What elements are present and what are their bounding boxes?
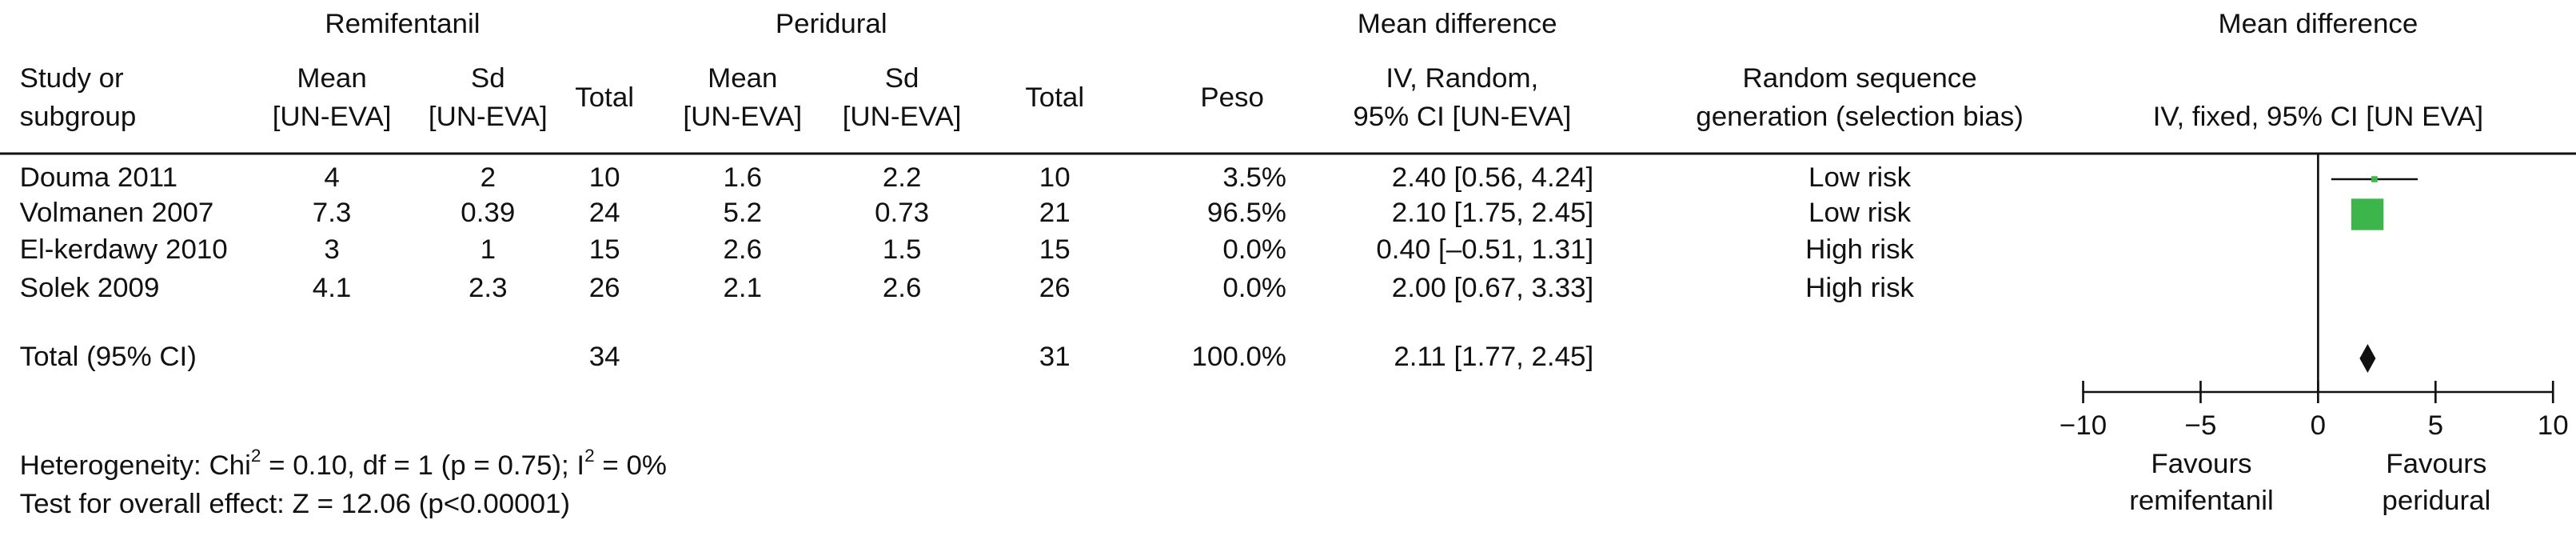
total-study: Total (95% CI) <box>20 342 197 371</box>
summary-diamond <box>2359 344 2376 373</box>
cell-weight: 3.5% <box>1222 162 1286 192</box>
cell-remi-sd: 2.3 <box>469 273 508 302</box>
column-header: IV, Random, <box>1386 63 1538 93</box>
cell-weight: 0.0% <box>1222 234 1286 264</box>
favours-left: remifentanil <box>2129 486 2273 515</box>
group-header: Remifentanil <box>325 9 480 38</box>
cell-peri-sd: 2.6 <box>883 273 922 302</box>
favours-right: Favours <box>2386 449 2486 478</box>
cell-peri-mean: 5.2 <box>724 198 763 227</box>
cell-study: Solek 2009 <box>20 273 160 302</box>
weight-square <box>2351 198 2384 230</box>
column-header: 95% CI [UN-EVA] <box>1353 102 1571 131</box>
x-tick-label: 5 <box>2428 410 2443 440</box>
heterogeneity-part: 2 <box>251 446 261 466</box>
cell-md: 2.00 [0.67, 3.33] <box>1392 273 1593 302</box>
column-header: Peso <box>1200 82 1264 112</box>
cell-peri-total: 10 <box>1039 162 1071 192</box>
cell-peri-sd: 2.2 <box>883 162 922 192</box>
column-header: Random sequence <box>1743 63 1977 93</box>
cell-md: 2.10 [1.75, 2.45] <box>1392 198 1593 227</box>
column-header: generation (selection bias) <box>1696 102 2024 131</box>
total-remi-total: 34 <box>589 342 620 371</box>
total-weight: 100.0% <box>1192 342 1286 371</box>
weight-square <box>2371 176 2378 182</box>
favours-left: Favours <box>2151 449 2251 478</box>
cell-remi-mean: 4.1 <box>313 273 352 302</box>
cell-peri-total: 26 <box>1039 273 1071 302</box>
column-header: Sd <box>471 63 505 93</box>
cell-peri-mean: 2.6 <box>724 234 763 264</box>
cell-remi-total: 10 <box>589 162 620 192</box>
group-header: Peridural <box>776 9 887 38</box>
cell-bias: Low risk <box>1808 198 1912 227</box>
cell-remi-total: 24 <box>589 198 620 227</box>
x-tick-label: 0 <box>2311 410 2326 440</box>
cell-peri-sd: 0.73 <box>875 198 929 227</box>
heterogeneity-part: = 0% <box>595 450 667 480</box>
cell-peri-mean: 2.1 <box>724 273 763 302</box>
group-header: Mean difference <box>1358 9 1557 38</box>
column-header: [UN-EVA] <box>843 102 962 131</box>
favours-right: peridural <box>2382 486 2490 515</box>
cell-study: Douma 2011 <box>20 162 177 192</box>
x-tick-label: −5 <box>2185 410 2217 440</box>
cell-peri-sd: 1.5 <box>883 234 922 264</box>
x-tick-label: 10 <box>2538 410 2569 440</box>
cell-md: 0.40 [–0.51, 1.31] <box>1376 234 1593 264</box>
cell-bias: High risk <box>1805 273 1915 302</box>
column-header: [UN-EVA] <box>683 102 802 131</box>
column-header: Total <box>575 82 634 112</box>
column-header: Mean <box>708 63 777 93</box>
cell-remi-total: 15 <box>589 234 620 264</box>
cell-remi-sd: 1 <box>481 234 496 264</box>
cell-remi-sd: 0.39 <box>461 198 515 227</box>
cell-bias: High risk <box>1805 234 1915 264</box>
group-header: Mean difference <box>2219 9 2418 38</box>
cell-bias: Low risk <box>1808 162 1912 192</box>
heterogeneity-part: = 0.10, df = 1 (p = 0.75); I <box>261 450 584 480</box>
overall-effect: Test for overall effect: Z = 12.06 (p<0.… <box>20 489 570 518</box>
column-header: Study or <box>20 63 124 93</box>
column-header: IV, fixed, 95% CI [UN EVA] <box>2153 102 2483 131</box>
cell-weight: 0.0% <box>1222 273 1286 302</box>
column-header: [UN-EVA] <box>429 102 548 131</box>
x-tick-label: −10 <box>2060 410 2107 440</box>
column-header: Sd <box>885 63 919 93</box>
cell-remi-sd: 2 <box>481 162 496 192</box>
column-header: Mean <box>297 63 366 93</box>
heterogeneity: Heterogeneity: Chi2 = 0.10, df = 1 (p = … <box>20 446 667 481</box>
cell-weight: 96.5% <box>1207 198 1286 227</box>
cell-peri-total: 21 <box>1039 198 1071 227</box>
column-header: [UN-EVA] <box>273 102 392 131</box>
heterogeneity-part: Heterogeneity: Chi <box>20 450 251 480</box>
cell-peri-total: 15 <box>1039 234 1071 264</box>
column-header: Total <box>1025 82 1084 112</box>
cell-remi-mean: 7.3 <box>313 198 352 227</box>
cell-remi-mean: 4 <box>324 162 339 192</box>
cell-study: El-kerdawy 2010 <box>20 234 228 264</box>
cell-peri-mean: 1.6 <box>724 162 763 192</box>
heterogeneity-part: 2 <box>584 446 595 466</box>
cell-md: 2.40 [0.56, 4.24] <box>1392 162 1593 192</box>
total-md: 2.11 [1.77, 2.45] <box>1394 342 1593 371</box>
total-peri-total: 31 <box>1039 342 1071 371</box>
cell-study: Volmanen 2007 <box>20 198 214 227</box>
cell-remi-total: 26 <box>589 273 620 302</box>
cell-remi-mean: 3 <box>324 234 339 264</box>
column-header: subgroup <box>20 102 137 131</box>
